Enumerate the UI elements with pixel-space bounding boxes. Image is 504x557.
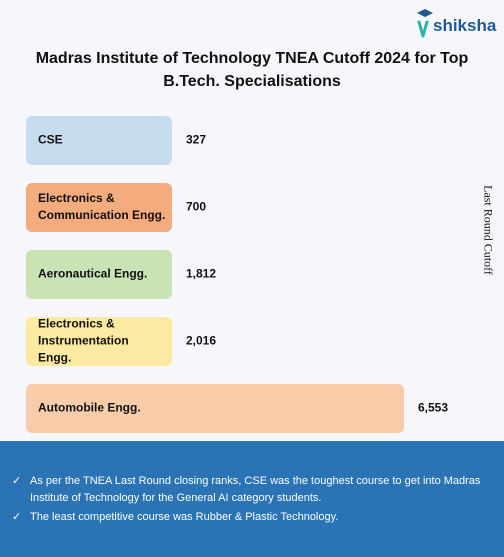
bar	[26, 317, 172, 366]
bar	[26, 250, 172, 299]
y-axis-label: Last Round Cutoff	[481, 185, 496, 275]
note-item: ✓ As per the TNEA Last Round closing ran…	[12, 473, 492, 507]
brand-name: shiksha	[433, 16, 497, 35]
category-label: Aeronautical Engg.	[38, 267, 147, 281]
bar-chart: CSE 327 Electronics & Communication Engg. 70…	[26, 116, 448, 433]
bar	[26, 183, 172, 232]
note-text: The least competitive course was Rubber …	[30, 511, 339, 523]
graduation-cap-icon	[417, 9, 433, 38]
note-item: ✓ The least competitive course was Rubbe…	[12, 509, 492, 526]
category-label: Electronics & Instrumentation Engg.	[38, 317, 129, 365]
check-icon: ✓	[12, 511, 22, 523]
chart-title: Madras Institute of Technology TNEA Cuto…	[35, 50, 469, 90]
value-label: 327	[186, 133, 206, 147]
bar	[26, 384, 404, 433]
value-label: 700	[186, 200, 206, 214]
note-text: As per the TNEA Last Round closing ranks…	[30, 475, 481, 504]
check-icon: ✓	[12, 475, 22, 487]
category-label: Electronics & Communication Engg.	[38, 191, 165, 222]
shiksha-logo	[417, 9, 433, 38]
category-label: Automobile Engg.	[38, 401, 141, 415]
bar	[26, 116, 172, 165]
notes-panel: ✓ As per the TNEA Last Round closing ran…	[0, 441, 504, 557]
value-label: 6,553	[418, 401, 448, 415]
value-label: 1,812	[186, 267, 216, 281]
value-label: 2,016	[186, 334, 216, 348]
category-label: CSE	[38, 133, 63, 147]
